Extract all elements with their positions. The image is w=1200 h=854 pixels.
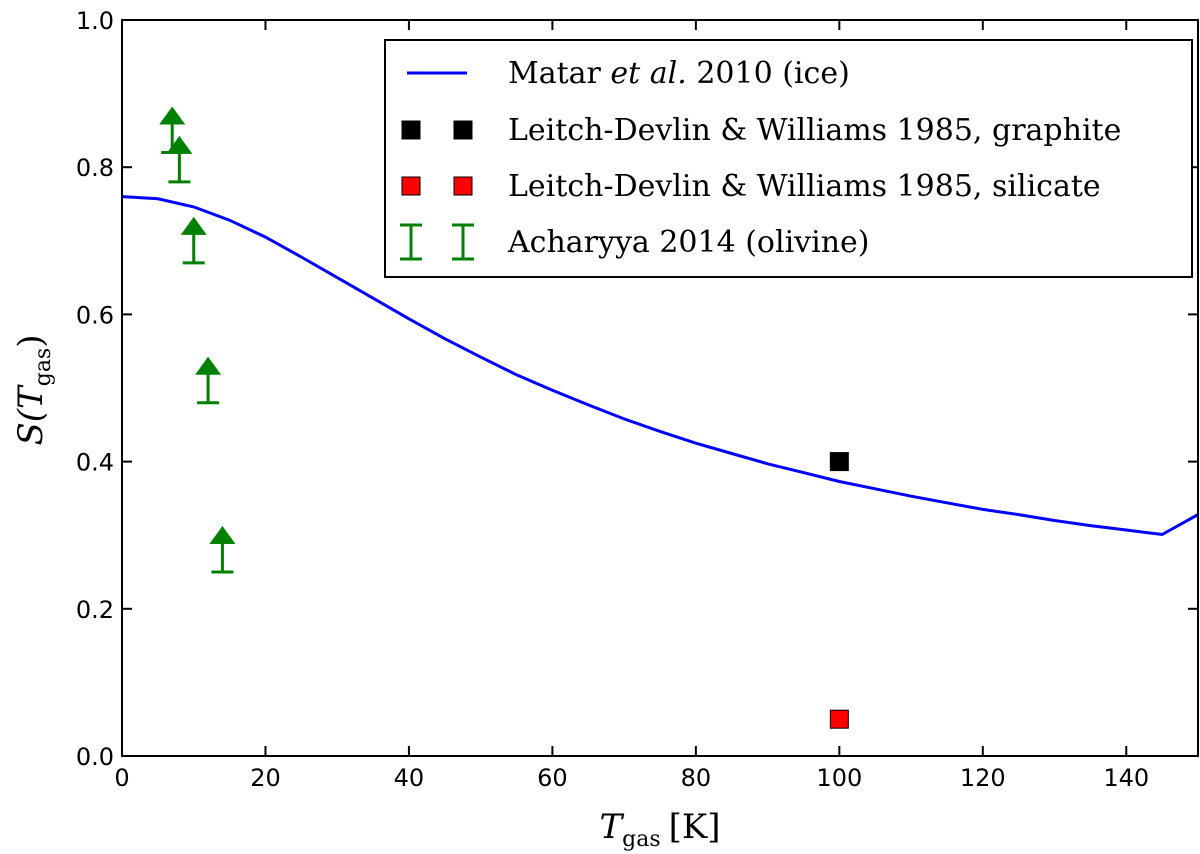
legend-label-part: Acharyya 2014 (olivine) <box>507 225 870 260</box>
legend-entry: Leitch-Devlin & Williams 1985, silicate <box>401 169 1101 204</box>
legend-errorbar-swatch <box>400 223 422 261</box>
graphite-point <box>829 452 849 472</box>
y-axis-label: S(Tgas) <box>11 334 56 445</box>
legend-square-swatch <box>401 176 421 196</box>
x-tick-label: 40 <box>394 764 425 792</box>
x-axis-label-symbol: T <box>599 807 624 847</box>
legend-box <box>384 39 1193 278</box>
x-axis: 0 20 40 60 80 100 120 140 <box>114 20 1149 792</box>
legend-label-part: Matar <box>508 56 610 91</box>
y-tick-label: 0.2 <box>76 596 114 624</box>
x-axis-label-unit: [K] <box>669 807 721 847</box>
acharyya-lower-limit <box>166 135 193 184</box>
x-tick-label: 0 <box>114 764 129 792</box>
legend-label: Leitch-Devlin & Williams 1985, graphite <box>508 113 1121 148</box>
y-axis-label-suffix: ) <box>11 334 51 347</box>
x-axis-label: Tgas [K] <box>599 807 720 852</box>
legend-label-part: Leitch-Devlin & Williams 1985, graphite <box>508 113 1121 148</box>
x-tick-label: 140 <box>1103 764 1149 792</box>
x-tick-label: 60 <box>537 764 568 792</box>
legend-square-swatch <box>453 176 473 196</box>
legend-label: Leitch-Devlin & Williams 1985, silicate <box>508 169 1101 204</box>
y-axis-label-prefix: S( <box>11 408 51 445</box>
acharyya-lower-limit <box>195 356 222 405</box>
legend-label-part: et al. <box>610 56 686 91</box>
y-axis-label-symbol: T <box>11 384 51 409</box>
legend-square-swatch <box>453 120 473 140</box>
y-tick-label: 0.6 <box>76 301 114 329</box>
x-tick-label: 20 <box>250 764 281 792</box>
legend: Matar et al. 2010 (ice) Leitch-Devlin & W… <box>384 39 1193 278</box>
axes-frame <box>121 19 1199 757</box>
legend-entry: Acharyya 2014 (olivine) <box>400 223 870 261</box>
x-tick-label: 100 <box>816 764 862 792</box>
y-tick-label: 0.0 <box>76 743 114 771</box>
y-tick-label: 0.8 <box>76 154 114 182</box>
plot-area <box>122 106 1198 729</box>
y-tick-label: 0.4 <box>76 449 114 477</box>
legend-errorbar-swatch <box>452 223 474 261</box>
x-axis-label-subscript: gas <box>622 827 661 852</box>
axes-box <box>121 19 1199 757</box>
x-tick-label: 120 <box>960 764 1006 792</box>
legend-label: Acharyya 2014 (olivine) <box>507 225 870 260</box>
silicate-point <box>829 709 849 729</box>
legend-entry: Leitch-Devlin & Williams 1985, graphite <box>401 113 1121 148</box>
legend-square-swatch <box>401 120 421 140</box>
legend-label-part: Leitch-Devlin & Williams 1985, silicate <box>508 169 1101 204</box>
legend-label: Matar et al. 2010 (ice) <box>508 56 850 91</box>
matar-curve <box>122 195 1198 537</box>
y-tick-label: 1.0 <box>76 7 114 35</box>
acharyya-lower-limit <box>209 526 236 574</box>
acharyya-lower-limit <box>180 216 207 265</box>
legend-label-part: 2010 (ice) <box>687 56 850 91</box>
legend-entry: Matar et al. 2010 (ice) <box>407 56 850 91</box>
y-axis-label-subscript: gas <box>31 348 56 387</box>
x-tick-label: 80 <box>681 764 712 792</box>
